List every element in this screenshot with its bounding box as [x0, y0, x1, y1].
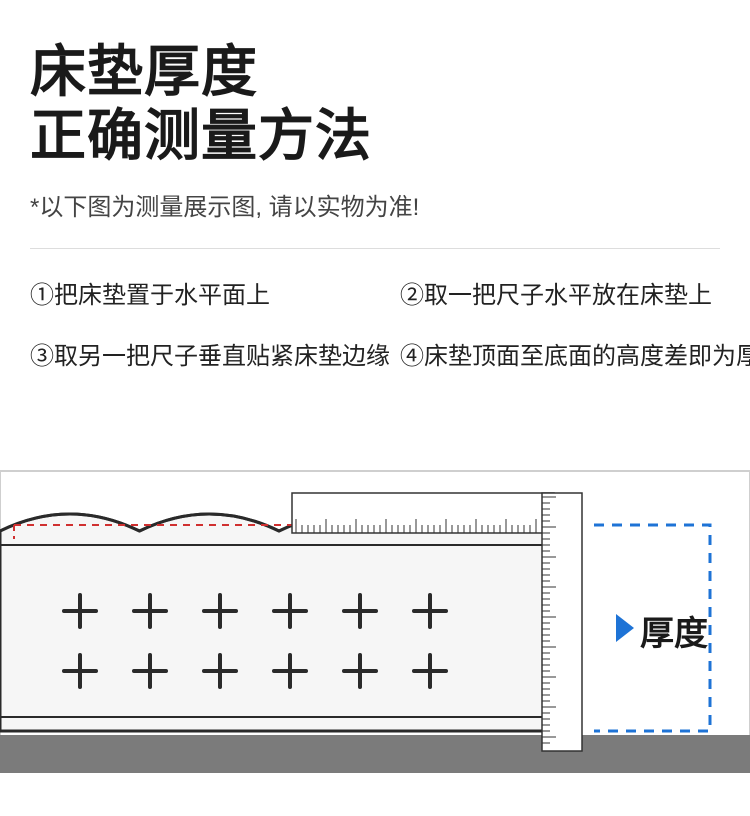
divider — [30, 248, 720, 249]
title-line2: 正确测量方法 — [30, 104, 720, 168]
diagram: 厚度 — [0, 411, 750, 811]
step-2: ②取一把尺子水平放在床垫上 — [400, 275, 750, 310]
step-4: ④床垫顶面至底面的高度差即为厚度 — [400, 336, 750, 371]
step-1: ①把床垫置于水平面上 — [30, 275, 390, 310]
svg-text:厚度: 厚度 — [640, 615, 708, 653]
step-3: ③取另一把尺子垂直贴紧床垫边缘 — [30, 336, 390, 371]
note-text: *以下图为测量展示图, 请以实物为准! — [30, 187, 720, 222]
title-line1: 床垫厚度 — [30, 40, 720, 104]
steps-grid: ①把床垫置于水平面上 ②取一把尺子水平放在床垫上 ③取另一把尺子垂直贴紧床垫边缘… — [30, 275, 720, 371]
